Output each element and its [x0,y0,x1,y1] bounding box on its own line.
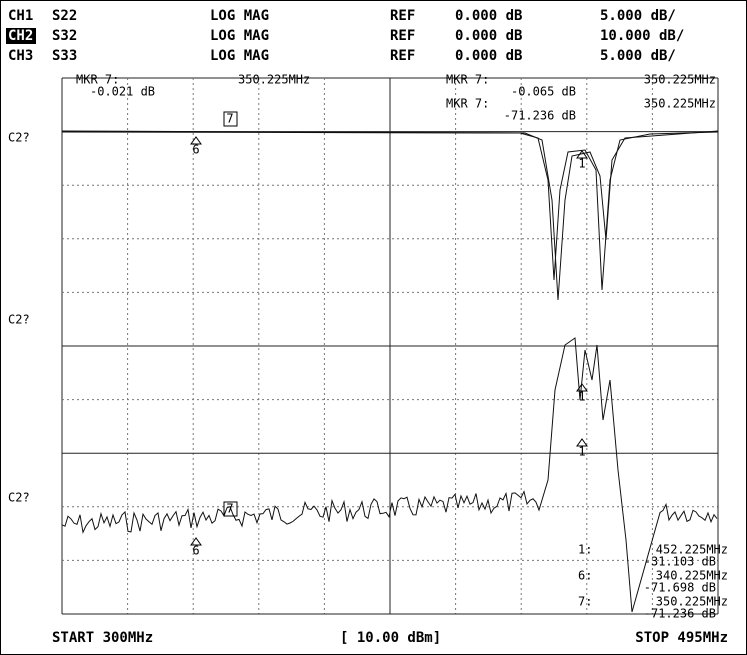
channel-ref-label: REF [390,8,415,24]
marker-tag: 6 [192,544,199,558]
marker-triangle [190,537,202,546]
channel-format: LOG MAG [210,48,269,64]
list-value: -71.698 dB [644,581,716,595]
trace-s32 [61,337,718,613]
marker-tag: 1 [578,157,585,171]
list-index: 6: [578,569,592,583]
graticule [61,77,719,615]
labels: CH1 S22 LOG MAG REF 0.000 dB 5.000 dB/CH2 S32 L… [6,8,728,646]
side-label: C2? [8,131,30,145]
stop-freq: STOP 495MHz [635,630,728,646]
marker-tag: 7 [226,112,233,126]
trace-s22 [61,131,719,291]
list-freq: 350.225MHz [656,595,728,609]
channel-param: S22 [52,8,77,24]
trace-s33 [61,130,719,301]
marker-tag: 7 [226,502,233,516]
list-value: -31.103 dB [644,555,716,569]
marker-triangle [576,150,588,159]
marker-value: -0.065 dB [511,85,576,99]
marker-box [223,501,238,517]
channel-param: S32 [52,28,77,44]
marker-label: MKR 7: [446,97,489,111]
list-freq: 340.225MHz [656,569,728,583]
marker-triangle [576,383,588,392]
channel-format: LOG MAG [210,28,269,44]
start-freq: START 300MHz [52,630,153,646]
marker-box [223,111,238,127]
channel-scale: 5.000 dB/ [600,8,676,24]
channel-scale: 5.000 dB/ [600,48,676,64]
marker-label: MKR 7: [446,73,489,87]
traces [61,130,719,613]
channel-format: LOG MAG [210,8,269,24]
channel-channel: CH1 [8,8,33,24]
channel-channel: CH2 [8,28,33,44]
channel-ref: 0.000 dB [455,8,522,24]
list-index: 1: [578,543,592,557]
channel-scale: 10.000 dB/ [600,28,684,44]
marker-tag: 1 [578,445,585,459]
source-power: [ 10.00 dBm] [340,630,441,646]
channel-param: S33 [52,48,77,64]
marker-freq: 350.225MHz [644,97,716,111]
marker-tag: 1 [578,390,585,404]
active-highlight [6,28,36,44]
marker-triangle [576,438,588,447]
channel-ref: 0.000 dB [455,48,522,64]
marker-freq: 350.225MHz [238,73,310,87]
marker-value: -0.021 dB [90,85,155,99]
marker-label: MKR 7: [76,73,119,87]
list-value: -71.236 dB [644,607,716,621]
channel-ref: 0.000 dB [455,28,522,44]
marker-tag: 6 [192,143,199,157]
marker-freq: 350.225MHz [644,73,716,87]
list-freq: 452.225MHz [656,543,728,557]
marker-triangle [190,136,202,145]
list-index: 7: [578,595,592,609]
side-label: C2? [8,313,30,327]
channel-ref-label: REF [390,48,415,64]
channel-ref-label: REF [390,28,415,44]
marker-value: -71.236 dB [504,109,576,123]
channel-channel: CH3 [8,48,33,64]
side-label: C2? [8,491,30,505]
